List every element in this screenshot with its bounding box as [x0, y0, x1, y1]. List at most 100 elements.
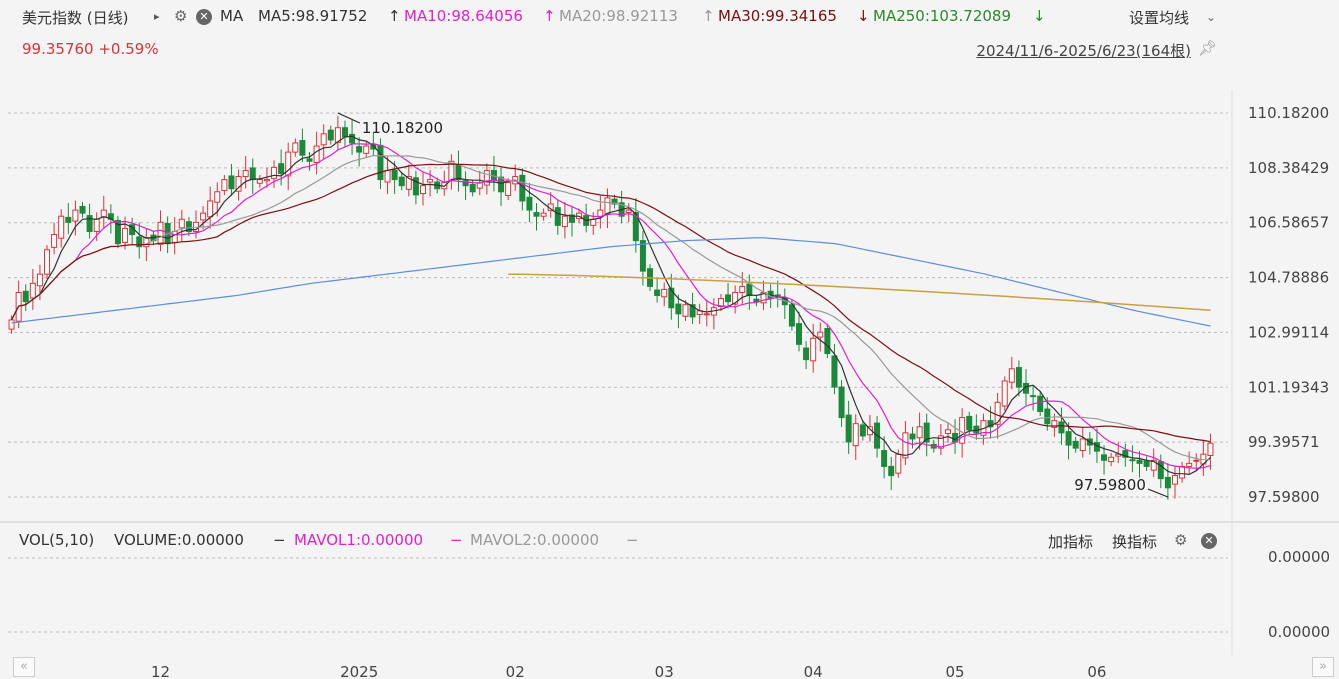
x-tick-label: 02 — [506, 663, 525, 679]
candle-up — [178, 218, 185, 229]
ma5-arrow-icon: ↑ — [388, 7, 401, 25]
candle-up — [242, 169, 249, 178]
candle-down — [526, 196, 533, 211]
candle-down — [249, 167, 256, 181]
candle-up — [285, 151, 292, 177]
candle-up — [214, 191, 221, 203]
candle-down — [689, 304, 696, 318]
x-tick-label: 04 — [804, 663, 823, 679]
price-readout: 99.35760 +0.59% — [22, 40, 159, 58]
add-indicator-button[interactable]: 加指标 — [1048, 533, 1094, 551]
candle-down — [391, 169, 398, 181]
candle-up — [256, 179, 263, 184]
candle-down — [909, 433, 916, 440]
candle-down — [327, 129, 334, 141]
candle-down — [788, 304, 795, 327]
high-pointer — [337, 112, 361, 124]
candle-up — [427, 179, 434, 183]
candle-down — [639, 240, 646, 272]
candle-up — [363, 145, 370, 154]
candle-up — [36, 273, 43, 287]
candle-up — [235, 176, 242, 192]
ma-settings-button[interactable]: 设置均线 — [1129, 9, 1190, 27]
chart-header: 美元指数 (日线) ▸ ⚙ ✕ MA MA5:98.91752 ↑ MA10:9… — [0, 0, 1339, 34]
candle-up — [44, 249, 51, 275]
candle-up — [852, 423, 859, 447]
candle-up — [292, 142, 299, 153]
candle-up — [1186, 462, 1193, 467]
x-tick-label: 05 — [946, 663, 965, 679]
candle-up — [320, 133, 327, 146]
date-range[interactable]: 2024/11/6-2025/6/23(164根) — [976, 42, 1191, 60]
gear-icon[interactable]: ⚙ — [1174, 531, 1188, 549]
candle-down — [377, 144, 384, 181]
volume-value: VOLUME:0.00000 — [114, 531, 244, 549]
mavol1-value: MAVOL1:0.00000 — [294, 531, 424, 549]
candle-up — [661, 288, 668, 298]
x-tick-label: 2025 — [340, 663, 378, 679]
candle-up — [540, 212, 547, 217]
last-price: 99.35760 — [22, 40, 94, 58]
close-icon[interactable]: ✕ — [196, 9, 212, 25]
candle-up — [51, 234, 58, 248]
candle-down — [136, 236, 143, 248]
candle-up — [483, 169, 490, 186]
candle-down — [824, 327, 831, 355]
scroll-left-button[interactable]: « — [13, 657, 35, 677]
candle-down — [356, 146, 363, 153]
ma30-arrow-icon: ↓ — [857, 7, 870, 25]
candle-down — [753, 298, 760, 303]
moving-average-lines — [10, 135, 1211, 476]
gear-icon[interactable]: ⚙ — [174, 7, 188, 25]
candle-up — [122, 227, 129, 243]
low-pointer — [1147, 488, 1169, 498]
candle-down — [888, 465, 895, 477]
candle-up — [1008, 368, 1015, 383]
candle-down — [299, 140, 306, 156]
y-tick-label: 99.39571 — [1248, 433, 1320, 451]
candle-down — [654, 289, 661, 297]
dash-icon: − — [450, 531, 463, 549]
volume-axis-bottom: 0.00000 — [1268, 623, 1331, 641]
candle-down — [22, 290, 29, 303]
chevron-down-icon[interactable]: ⌄ — [1206, 10, 1217, 24]
candle-up — [263, 179, 270, 182]
candle-up — [313, 145, 320, 163]
candle-down — [1015, 367, 1022, 388]
switch-indicator-button[interactable]: 换指标 — [1112, 533, 1158, 551]
expand-triangle-icon[interactable]: ▸ — [154, 10, 160, 23]
candle-up — [405, 176, 412, 190]
candle-down — [795, 323, 802, 345]
instrument-title[interactable]: 美元指数 (日线) — [22, 9, 129, 27]
low-label: 97.59800 — [1074, 476, 1146, 494]
candle-up — [420, 185, 427, 195]
scroll-right-button[interactable]: » — [1312, 657, 1334, 677]
ma10-arrow-icon: ↑ — [543, 7, 556, 25]
y-tick-label: 102.99114 — [1248, 323, 1329, 341]
change-percent: +0.59% — [98, 40, 159, 58]
candle-up — [93, 218, 100, 232]
candle-up — [384, 169, 391, 183]
candle-down — [966, 415, 973, 431]
candle-down — [859, 424, 866, 437]
close-icon[interactable]: ✕ — [1201, 533, 1217, 549]
candle-down — [341, 127, 348, 138]
candle-up — [171, 230, 178, 243]
candle-up — [1079, 438, 1086, 452]
candle-down — [1164, 476, 1171, 489]
ma30-line — [10, 163, 1211, 443]
candle-up — [959, 417, 966, 444]
dash-icon: − — [626, 531, 639, 549]
candle-up — [739, 285, 746, 293]
candle-up — [717, 298, 724, 308]
candle-down — [185, 221, 192, 232]
candle-up — [58, 215, 65, 239]
pin-icon[interactable]: 📌︎ — [1198, 39, 1218, 57]
candle-up — [8, 319, 15, 330]
candle-down — [349, 133, 356, 144]
candle-up — [29, 282, 36, 299]
candle-up — [1179, 465, 1186, 479]
candle-up — [1001, 380, 1008, 407]
vol-label[interactable]: VOL(5,10) — [19, 531, 95, 549]
